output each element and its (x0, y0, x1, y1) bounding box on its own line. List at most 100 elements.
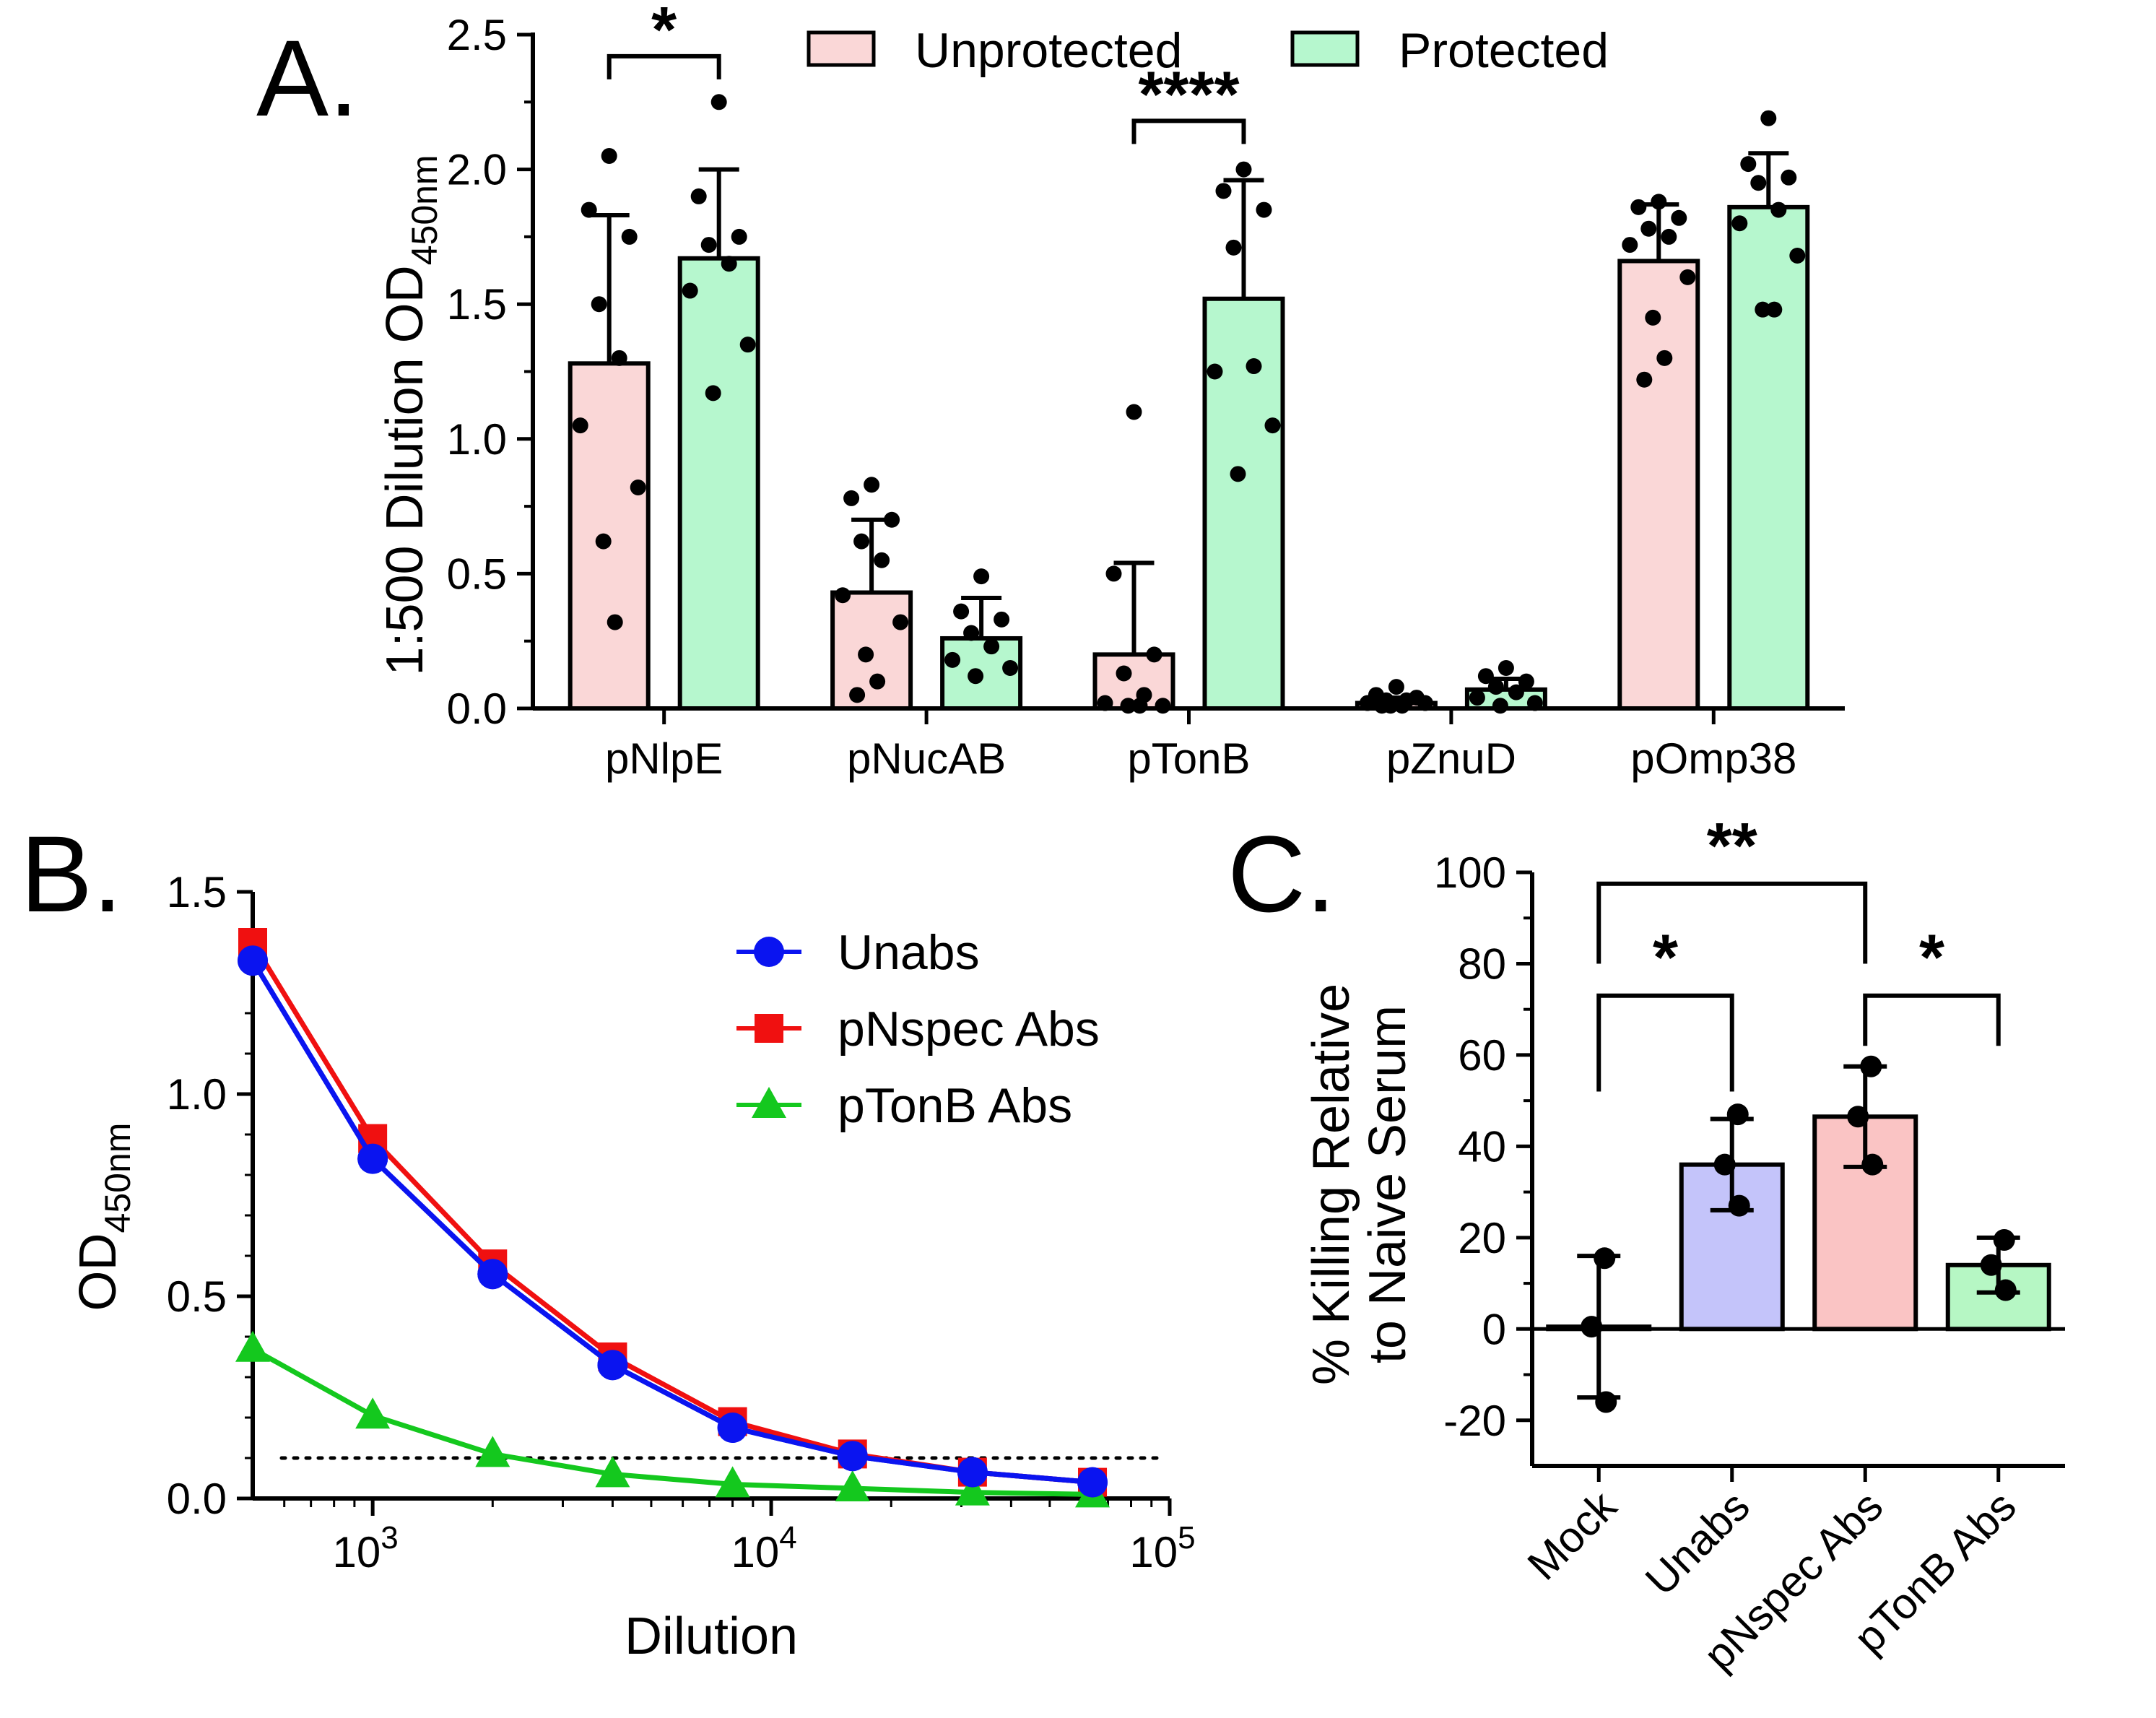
data-point (1146, 646, 1162, 663)
data-point (963, 625, 980, 641)
data-point (1230, 466, 1246, 482)
data-point (994, 611, 1010, 628)
data-point (835, 587, 851, 604)
series-line-unabs-front (251, 959, 1093, 1485)
data-point (630, 479, 646, 495)
panel-a-letter: A. (256, 17, 359, 139)
panel-a-x-tick-label: pNucAB (847, 734, 1006, 783)
data-point (892, 614, 909, 630)
data-point (869, 673, 886, 690)
data-point (1215, 183, 1232, 199)
bar-protected-pOmp38 (1727, 204, 1810, 711)
data-point (621, 228, 638, 245)
panel-c-y-tick-label: 0 (1482, 1305, 1506, 1353)
panel-b-legend: Unabs pNspec Abs pTonB Abs (736, 925, 1100, 1133)
significance-label: * (651, 0, 677, 66)
data-point (1498, 660, 1514, 677)
significance-label: **** (1138, 58, 1239, 131)
data-point (1645, 309, 1661, 326)
panel-b-y-tick-label: 1.5 (167, 868, 227, 916)
data-point (849, 687, 866, 703)
data-point (864, 477, 880, 493)
data-point (1002, 660, 1019, 677)
data-point (591, 296, 607, 313)
significance-bracket (607, 53, 721, 79)
series-point-ptonb (475, 1436, 510, 1467)
data-point (1235, 161, 1252, 178)
data-point (1469, 690, 1485, 706)
data-point (1126, 404, 1142, 420)
panel-b-y-tick-label: 0.5 (167, 1272, 227, 1321)
legend-marker-ptonb (752, 1087, 786, 1118)
data-point (1373, 698, 1390, 714)
data-point (1225, 239, 1242, 256)
data-point (1622, 237, 1638, 253)
data-point (700, 237, 717, 253)
data-point (1713, 1153, 1736, 1176)
panel-c-y-tick-label: 60 (1458, 1031, 1506, 1080)
data-point (1636, 371, 1653, 388)
data-point (1770, 201, 1787, 218)
data-point (1417, 695, 1433, 711)
data-point (572, 417, 588, 434)
panel-a-y-tick-label: 2.5 (447, 11, 507, 59)
data-point (739, 337, 756, 353)
panel-a-x-tick-label: pOmp38 (1630, 734, 1796, 783)
panel-a-y-tick-label: 0.5 (447, 550, 507, 598)
data-point (1359, 695, 1375, 711)
panel-a-y-tick-label: 2.0 (447, 146, 507, 194)
data-point (1679, 269, 1696, 285)
panel-c-y-tick-label: 100 (1434, 849, 1506, 897)
data-point (1728, 1194, 1750, 1217)
data-point (1492, 698, 1508, 714)
data-point (973, 568, 990, 585)
data-point (953, 603, 970, 620)
panel-a-y-tick-label: 1.5 (447, 280, 507, 329)
data-point (1750, 175, 1767, 191)
data-point (1155, 698, 1171, 714)
data-point (1661, 228, 1677, 245)
legend-marker-unabs (754, 937, 784, 967)
data-point (1740, 156, 1757, 173)
panel-c-y-tick-label: 20 (1458, 1214, 1506, 1262)
data-point (1246, 358, 1262, 375)
series-point-ptonb (595, 1456, 630, 1488)
series-point-ptonb (715, 1466, 750, 1498)
legend-marker-pnspec (755, 1014, 783, 1043)
panel-b-y-tick-label: 1.0 (167, 1070, 227, 1119)
data-point (710, 94, 727, 110)
data-point (1477, 668, 1494, 685)
significance-bracket (1596, 881, 1868, 964)
panel-a-x-tick-label: pZnuD (1386, 734, 1516, 783)
data-point (1264, 417, 1281, 434)
data-point (968, 668, 984, 685)
data-point (601, 147, 617, 164)
data-point (1207, 363, 1223, 380)
data-point (1994, 1279, 2017, 1301)
data-point (1097, 695, 1113, 711)
panel-b-x-axis-label: Dilution (625, 1608, 798, 1665)
panel-a-y-axis-label: 1:500 Dilution OD450nm (376, 155, 445, 675)
series-point-ptonb (355, 1397, 391, 1429)
series-point-unabs-front (477, 1259, 508, 1290)
series-point-ptonb (235, 1330, 270, 1362)
data-point (1656, 350, 1673, 366)
data-point (944, 651, 961, 668)
significance-bracket (1131, 118, 1246, 144)
series-point-ptonb (835, 1470, 870, 1501)
significance-bracket (1863, 993, 2001, 1046)
panel-b-letter: B. (20, 813, 123, 934)
series-point-unabs-front (238, 945, 268, 976)
data-point (1980, 1254, 2002, 1276)
series-line-ptonb-abs (251, 1346, 1093, 1497)
panel-b-y-tick-label: 0.0 (167, 1475, 227, 1523)
panel-a-y-tick-label: 0.0 (447, 685, 507, 733)
data-point (1847, 1106, 1869, 1128)
data-point (1508, 684, 1524, 700)
significance-label: * (1653, 922, 1678, 994)
panel-a-x-tick-label: pTonB (1127, 734, 1250, 783)
bar-protected-pTonB (1202, 296, 1285, 711)
bar-unprotected-pOmp38 (1617, 259, 1700, 711)
panel-c-significance: *** * (1596, 810, 2001, 1092)
series-point-ptonb (955, 1474, 990, 1506)
